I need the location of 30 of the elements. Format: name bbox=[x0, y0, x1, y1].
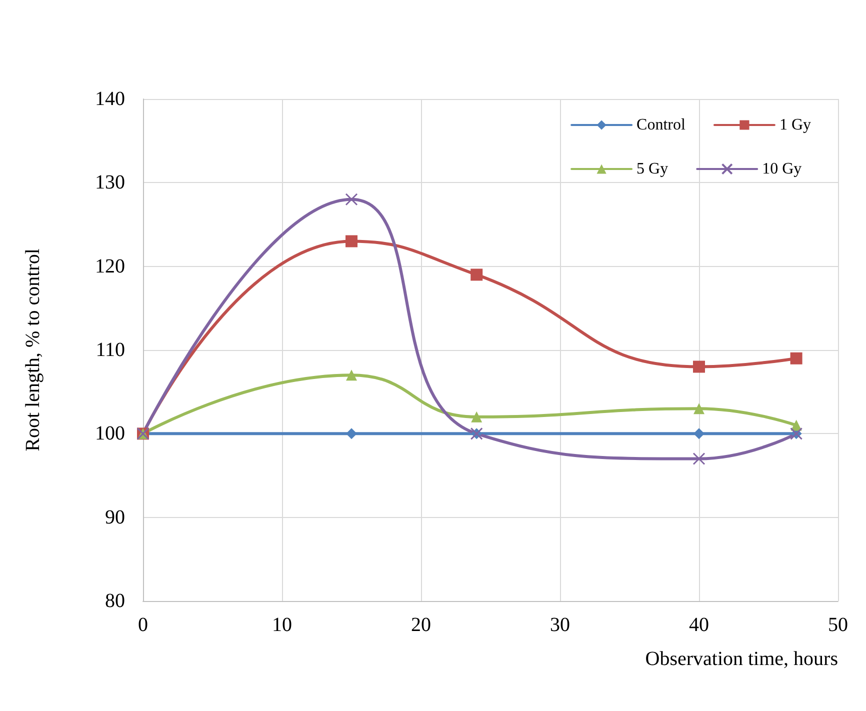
x-tick-label: 30 bbox=[550, 614, 570, 636]
y-tick-label: 100 bbox=[95, 422, 125, 445]
x-tick-label: 10 bbox=[272, 614, 292, 636]
point bbox=[692, 452, 706, 466]
point bbox=[346, 235, 358, 248]
legend-label: 5 Gy bbox=[636, 160, 668, 178]
point bbox=[346, 428, 357, 440]
x-tick-label: 40 bbox=[689, 614, 709, 636]
y-tick-label: 90 bbox=[105, 506, 125, 528]
point bbox=[471, 411, 482, 422]
x-tick-label: 50 bbox=[828, 614, 848, 636]
y-tick-label: 110 bbox=[96, 339, 125, 361]
x-tick-label: 20 bbox=[411, 614, 431, 636]
point bbox=[790, 352, 802, 364]
y-tick-label: 140 bbox=[95, 88, 125, 110]
point bbox=[694, 428, 704, 440]
y-tick-label: 80 bbox=[105, 590, 125, 612]
point bbox=[693, 360, 705, 373]
point bbox=[694, 403, 704, 414]
point bbox=[346, 370, 357, 381]
legend-label: 1 Gy bbox=[779, 116, 812, 134]
point bbox=[345, 193, 358, 206]
legend-label: 10 Gy bbox=[762, 160, 802, 178]
point bbox=[470, 268, 483, 281]
legend-label: Control bbox=[636, 116, 686, 134]
y-tick-label: 130 bbox=[95, 172, 125, 194]
y-tick-label: 120 bbox=[95, 255, 125, 278]
x-axis-title: Observation time, hours bbox=[645, 648, 838, 670]
y-axis-title: Root length, % to control bbox=[22, 248, 44, 452]
x-tick-label: 0 bbox=[138, 614, 148, 636]
